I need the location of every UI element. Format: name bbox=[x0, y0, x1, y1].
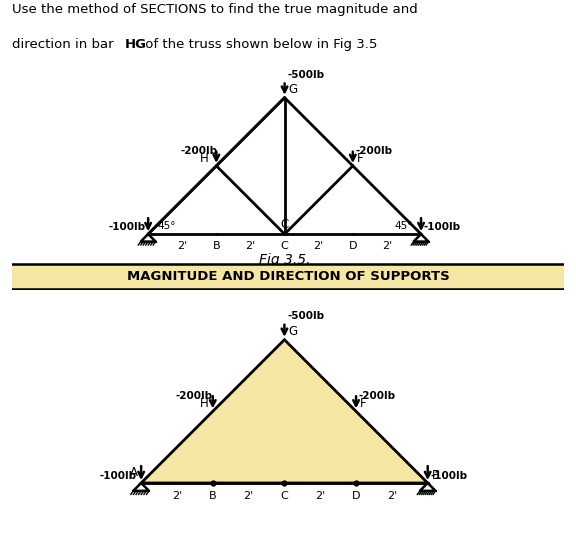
Text: -100lb: -100lb bbox=[424, 222, 461, 232]
Text: C: C bbox=[281, 219, 289, 231]
Text: 2': 2' bbox=[315, 490, 325, 500]
Text: B: B bbox=[213, 241, 220, 251]
Text: HG: HG bbox=[124, 38, 146, 51]
Text: H: H bbox=[200, 151, 209, 165]
Text: 2': 2' bbox=[172, 490, 182, 500]
Text: 2': 2' bbox=[177, 241, 187, 251]
Text: 45°: 45° bbox=[158, 221, 176, 231]
Text: G: G bbox=[289, 83, 298, 96]
Text: -200lb: -200lb bbox=[355, 147, 393, 156]
Text: 45°: 45° bbox=[395, 221, 413, 231]
Text: G: G bbox=[289, 325, 298, 338]
FancyBboxPatch shape bbox=[9, 264, 567, 289]
Text: -100lb: -100lb bbox=[109, 222, 146, 232]
Text: 2': 2' bbox=[382, 241, 392, 251]
Text: -100lb: -100lb bbox=[100, 471, 137, 481]
Text: -500lb: -500lb bbox=[288, 70, 325, 80]
Text: of the truss shown below in Fig 3.5: of the truss shown below in Fig 3.5 bbox=[141, 38, 377, 51]
Text: A: A bbox=[130, 466, 138, 479]
Text: F: F bbox=[361, 397, 367, 410]
Text: Use the method of SECTIONS to find the true magnitude and: Use the method of SECTIONS to find the t… bbox=[12, 3, 417, 15]
Text: Fig 3.5.: Fig 3.5. bbox=[259, 253, 310, 266]
Text: -200lb: -200lb bbox=[180, 147, 218, 156]
Text: -200lb: -200lb bbox=[175, 391, 213, 401]
Text: 2': 2' bbox=[244, 490, 253, 500]
Polygon shape bbox=[141, 340, 428, 483]
Text: D: D bbox=[352, 490, 361, 500]
Text: -100lb: -100lb bbox=[430, 471, 468, 481]
Text: D: D bbox=[348, 241, 357, 251]
Text: F: F bbox=[357, 151, 363, 165]
Text: B: B bbox=[209, 490, 217, 500]
Text: -200lb: -200lb bbox=[359, 391, 396, 401]
Text: 2': 2' bbox=[245, 241, 256, 251]
Text: H: H bbox=[200, 397, 209, 410]
Text: 2': 2' bbox=[313, 241, 324, 251]
Text: C: C bbox=[281, 490, 289, 500]
Text: direction in bar: direction in bar bbox=[12, 38, 118, 51]
Text: -500lb: -500lb bbox=[288, 311, 325, 321]
Text: MAGNITUDE AND DIRECTION OF SUPPORTS: MAGNITUDE AND DIRECTION OF SUPPORTS bbox=[127, 270, 449, 282]
Text: 2': 2' bbox=[386, 490, 397, 500]
Text: C: C bbox=[281, 241, 289, 251]
Text: E: E bbox=[432, 469, 439, 481]
